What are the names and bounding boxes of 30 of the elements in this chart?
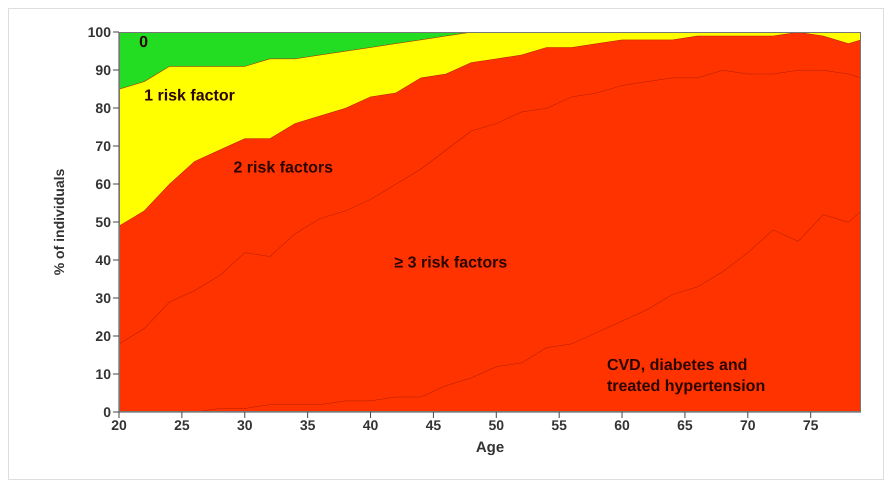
y-tick-label: 20 (95, 328, 112, 344)
y-tick-label: 90 (95, 62, 112, 78)
x-tick-label: 40 (362, 416, 379, 433)
x-tick-label: 55 (551, 416, 568, 433)
y-tick-label: 100 (88, 24, 112, 40)
y-tick-label: 70 (95, 138, 112, 154)
x-tick-label: 50 (488, 416, 504, 433)
y-tick-label: 30 (95, 290, 112, 306)
x-tick-label: 35 (300, 416, 316, 433)
x-tick-label: 60 (614, 416, 630, 433)
y-axis-title: % of individuals (50, 168, 67, 276)
x-tick-label: 45 (426, 416, 442, 433)
x-tick-label: 25 (174, 416, 190, 433)
x-tick-label: 75 (802, 416, 819, 433)
x-tick-label: 65 (677, 416, 693, 433)
series-label: CVD, diabetes and treated hypertension (606, 357, 766, 396)
y-tick-label: 60 (95, 176, 112, 192)
y-tick-label: 50 (95, 214, 112, 230)
x-tick-label: 20 (111, 416, 127, 433)
y-tick-label: 80 (95, 100, 112, 116)
y-tick-label: 10 (95, 366, 112, 382)
series-label: 2 risk factors (233, 160, 334, 177)
x-tick-label: 70 (740, 416, 756, 433)
series-label: 0 (139, 34, 148, 52)
series-label: ≥ 3 risk factors (394, 254, 508, 272)
y-tick-label: 40 (95, 252, 112, 268)
x-axis-title: Age (476, 439, 504, 456)
series-label: 1 risk factor (144, 87, 235, 104)
y-tick-label: 0 (103, 404, 112, 420)
x-tick-label: 30 (236, 416, 253, 433)
